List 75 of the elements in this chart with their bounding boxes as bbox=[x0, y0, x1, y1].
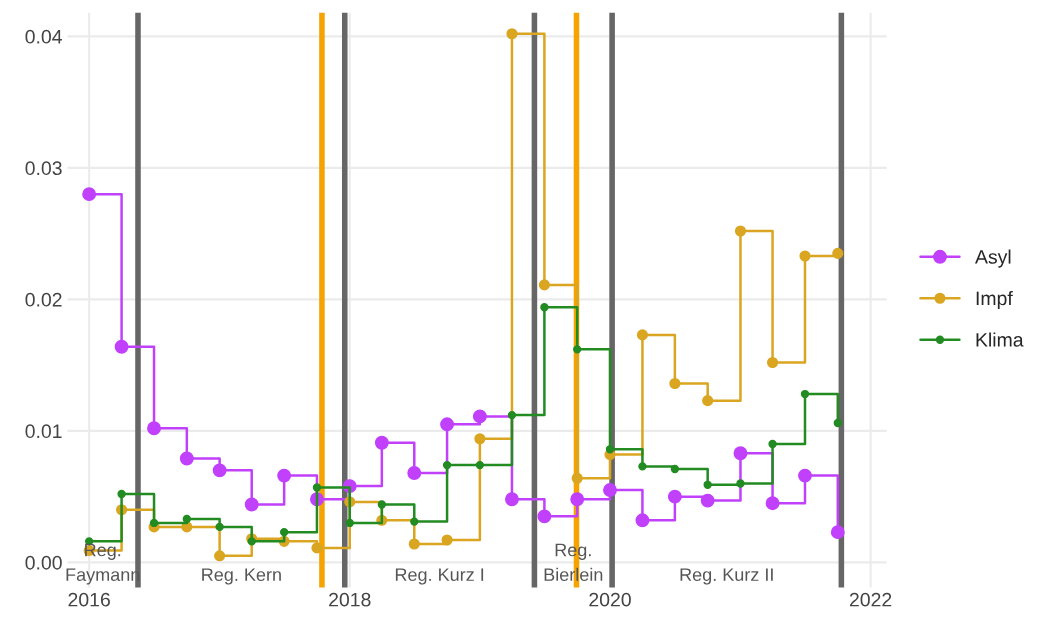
point bbox=[505, 492, 519, 507]
point bbox=[311, 542, 323, 554]
point bbox=[374, 435, 389, 450]
point bbox=[833, 418, 842, 428]
legend-label: Klima bbox=[976, 332, 1024, 347]
point bbox=[441, 534, 453, 546]
point bbox=[407, 466, 422, 480]
annotation: Reg. Kurz I bbox=[395, 568, 484, 585]
point bbox=[377, 500, 387, 509]
point bbox=[766, 356, 779, 369]
point bbox=[700, 493, 715, 508]
y-tick-label: 0.02 bbox=[25, 292, 62, 307]
point bbox=[475, 460, 485, 470]
point bbox=[667, 489, 682, 504]
legend-label: Asyl bbox=[975, 249, 1011, 268]
point bbox=[277, 468, 292, 483]
y-tick-label: 0.04 bbox=[25, 29, 62, 44]
point bbox=[636, 329, 648, 341]
point bbox=[507, 410, 517, 420]
x-tick-label: 2020 bbox=[589, 592, 631, 607]
annotation: Reg. Kern bbox=[202, 568, 281, 585]
point bbox=[537, 509, 552, 524]
point bbox=[570, 492, 585, 507]
point bbox=[215, 522, 224, 532]
annotation: Reg. Kurz II bbox=[680, 568, 773, 585]
point bbox=[279, 527, 289, 537]
point bbox=[603, 483, 617, 498]
point bbox=[605, 445, 615, 454]
point bbox=[765, 496, 780, 511]
point bbox=[214, 550, 226, 562]
point bbox=[798, 468, 812, 483]
point bbox=[345, 518, 354, 528]
point bbox=[410, 517, 419, 526]
point bbox=[312, 483, 322, 492]
point bbox=[800, 389, 810, 399]
point bbox=[117, 489, 126, 499]
point bbox=[702, 395, 714, 407]
point bbox=[247, 537, 256, 546]
point bbox=[768, 439, 777, 449]
y-tick-label: 0.00 bbox=[25, 555, 62, 570]
point bbox=[670, 464, 680, 474]
point bbox=[179, 451, 194, 466]
point bbox=[440, 417, 455, 432]
point bbox=[182, 514, 191, 524]
legend-label: Impf bbox=[976, 291, 1013, 310]
point bbox=[212, 463, 227, 478]
point bbox=[149, 518, 159, 528]
point bbox=[799, 250, 811, 262]
point bbox=[442, 460, 452, 470]
point bbox=[635, 513, 650, 528]
point bbox=[669, 377, 681, 390]
x-tick-label: 2022 bbox=[849, 592, 892, 607]
point bbox=[703, 480, 712, 489]
x-tick-label: 2016 bbox=[68, 592, 110, 607]
point bbox=[114, 339, 129, 354]
point bbox=[82, 187, 97, 202]
point bbox=[733, 446, 748, 461]
point bbox=[830, 525, 845, 540]
point bbox=[506, 28, 518, 40]
point bbox=[538, 279, 550, 291]
point bbox=[540, 303, 549, 312]
point bbox=[736, 479, 745, 488]
y-tick-label: 0.03 bbox=[25, 161, 62, 176]
point bbox=[638, 462, 647, 471]
x-tick-label: 2018 bbox=[329, 592, 371, 607]
point bbox=[147, 421, 161, 436]
point bbox=[408, 538, 420, 550]
point bbox=[573, 345, 582, 354]
point bbox=[734, 225, 747, 237]
point bbox=[244, 497, 259, 512]
point bbox=[832, 247, 844, 259]
point bbox=[474, 433, 486, 445]
point bbox=[472, 409, 487, 424]
y-tick-label: 0.01 bbox=[25, 424, 62, 439]
point bbox=[571, 472, 583, 484]
